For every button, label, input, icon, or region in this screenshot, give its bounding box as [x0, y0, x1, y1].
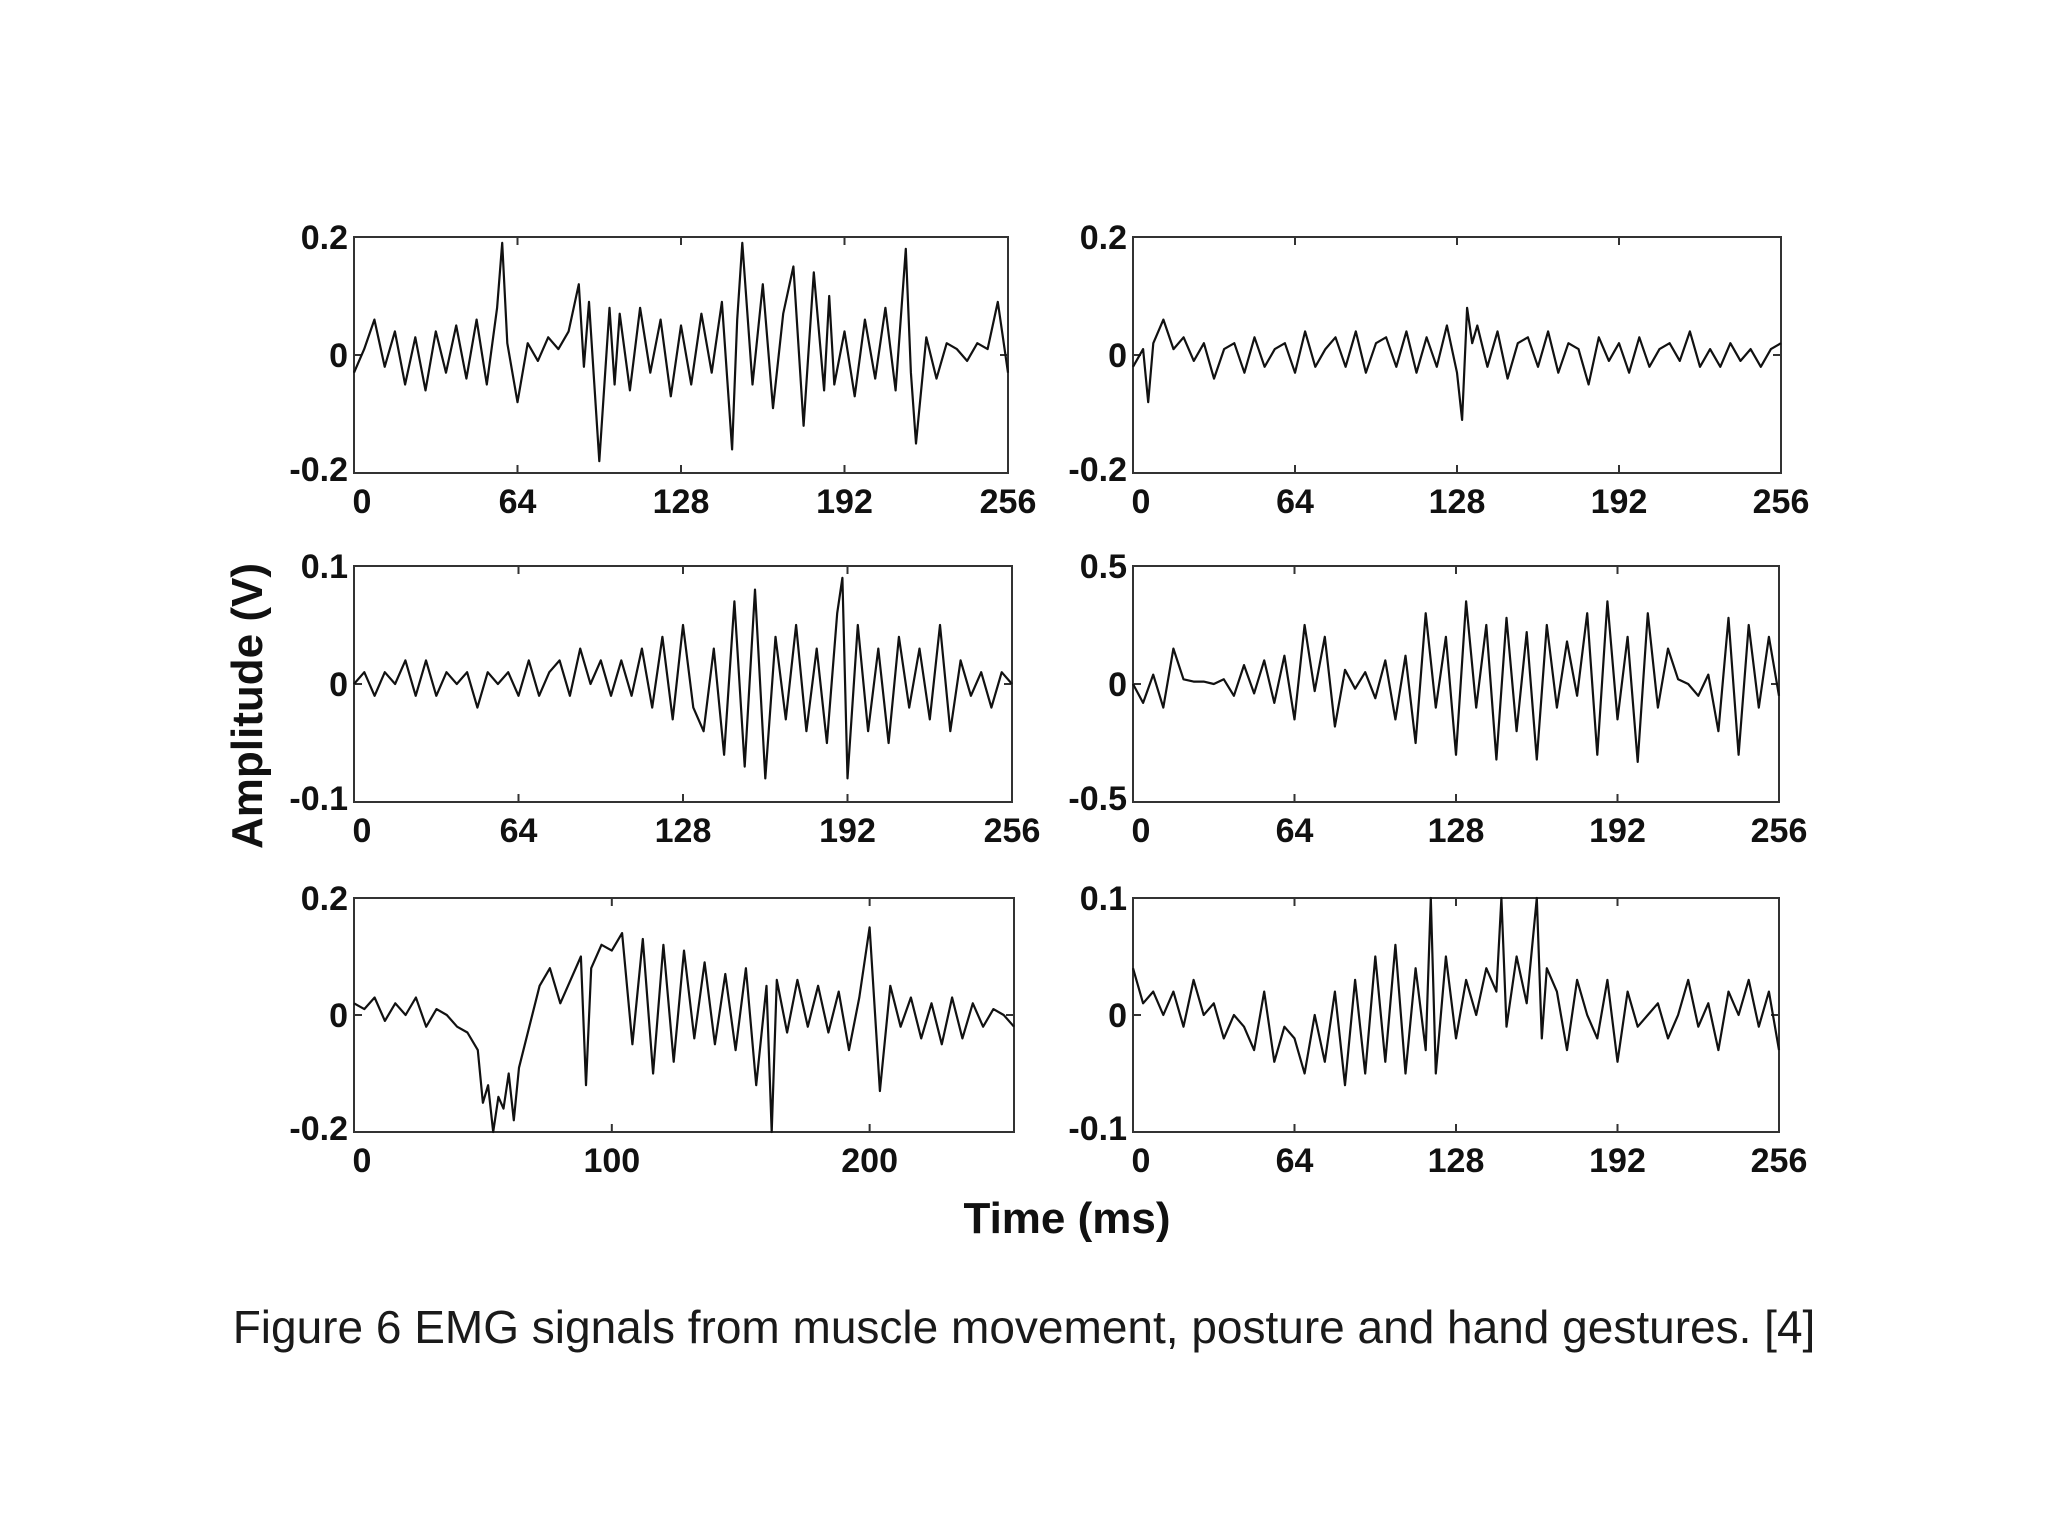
- x-tick-label: 192: [1589, 812, 1646, 850]
- plot-frame: [1132, 236, 1782, 474]
- emg-signal-line: [1131, 896, 1781, 1087]
- y-tick-label: 0: [1108, 997, 1127, 1035]
- y-tick-label: 0.5: [1080, 548, 1127, 586]
- x-tick-label: 0: [1132, 1142, 1151, 1180]
- emg-signal-line: [353, 926, 1015, 1134]
- x-tick-label: 128: [655, 812, 712, 850]
- shared-y-axis-label: Amplitude (V): [223, 563, 272, 849]
- y-tick-label: 0: [329, 997, 348, 1035]
- x-tick-label: 192: [1589, 1142, 1646, 1180]
- x-tick-label: 128: [1428, 812, 1485, 850]
- x-tick-label: 64: [500, 812, 538, 850]
- x-tick-label: 256: [1751, 812, 1808, 850]
- y-tick-label: 0.2: [1080, 219, 1127, 257]
- y-tick-label: 0.2: [301, 880, 348, 918]
- y-tick-label: -0.2: [1068, 451, 1127, 489]
- y-tick-label: 0.1: [301, 548, 348, 586]
- x-tick-label: 64: [1276, 812, 1314, 850]
- y-tick-label: -0.1: [1068, 1110, 1127, 1148]
- y-tick-label: -0.2: [289, 1110, 348, 1148]
- figure-caption: Figure 6 EMG signals from muscle movemen…: [232, 1301, 1816, 1353]
- y-tick-label: 0.1: [1080, 880, 1127, 918]
- y-tick-label: -0.5: [1068, 780, 1127, 818]
- x-tick-label: 128: [653, 483, 710, 521]
- y-tick-label: 0: [1108, 666, 1127, 704]
- x-tick-label: 100: [583, 1142, 640, 1180]
- x-tick-label: 128: [1428, 1142, 1485, 1180]
- shared-x-axis-label: Time (ms): [963, 1194, 1170, 1243]
- x-tick-label: 192: [816, 483, 873, 521]
- y-tick-label: 0.2: [301, 219, 348, 257]
- x-tick-label: 64: [499, 483, 537, 521]
- y-tick-label: -0.1: [289, 780, 348, 818]
- x-tick-label: 0: [353, 1142, 372, 1180]
- x-tick-label: 0: [353, 483, 372, 521]
- x-tick-label: 0: [1132, 483, 1151, 521]
- y-tick-label: 0: [329, 337, 348, 375]
- y-tick-label: 0: [329, 666, 348, 704]
- x-tick-label: 0: [353, 812, 372, 850]
- emg-signal-line: [1132, 306, 1782, 421]
- y-tick-label: 0: [1108, 337, 1127, 375]
- x-tick-label: 64: [1276, 1142, 1314, 1180]
- emg-signal-line: [353, 576, 1013, 780]
- plot-frame: [1132, 897, 1780, 1133]
- x-tick-label: 192: [1591, 483, 1648, 521]
- x-tick-label: 256: [1751, 1142, 1808, 1180]
- emg-signal-line: [352, 241, 1010, 463]
- x-tick-label: 0: [1132, 812, 1151, 850]
- x-tick-label: 64: [1276, 483, 1314, 521]
- x-tick-label: 256: [984, 812, 1041, 850]
- y-tick-label: -0.2: [289, 451, 348, 489]
- x-tick-label: 192: [819, 812, 876, 850]
- x-tick-label: 256: [980, 483, 1037, 521]
- x-tick-label: 128: [1429, 483, 1486, 521]
- emg-signal-line: [1132, 600, 1781, 764]
- x-tick-label: 200: [841, 1142, 898, 1180]
- plot-frame: [1132, 565, 1780, 803]
- x-tick-label: 256: [1753, 483, 1810, 521]
